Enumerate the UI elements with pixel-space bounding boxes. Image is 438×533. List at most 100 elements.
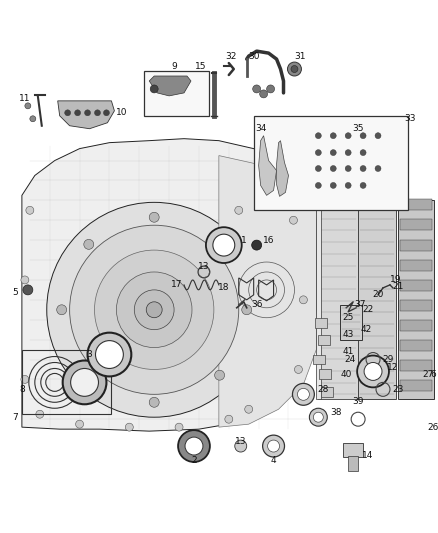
Circle shape	[74, 110, 81, 116]
Text: 17: 17	[171, 280, 183, 289]
Text: 21: 21	[392, 282, 403, 292]
Text: 25: 25	[343, 313, 354, 322]
Circle shape	[315, 166, 321, 172]
Circle shape	[313, 412, 323, 422]
Circle shape	[253, 85, 261, 93]
Text: 27: 27	[422, 370, 434, 379]
Circle shape	[345, 166, 351, 172]
Text: 13: 13	[198, 262, 210, 271]
Text: 2: 2	[191, 456, 197, 465]
Text: 4: 4	[271, 456, 276, 465]
Text: 40: 40	[340, 370, 352, 379]
Bar	[400, 360, 432, 371]
Text: 15: 15	[195, 61, 207, 70]
Text: 1: 1	[241, 236, 247, 245]
Circle shape	[84, 370, 94, 380]
Circle shape	[21, 375, 29, 383]
Circle shape	[315, 133, 321, 139]
Circle shape	[287, 62, 301, 76]
Text: 7: 7	[12, 413, 18, 422]
Circle shape	[260, 90, 268, 98]
Bar	[22, 350, 111, 414]
Bar	[321, 387, 333, 397]
Text: 32: 32	[225, 52, 237, 61]
Bar	[144, 71, 209, 116]
Circle shape	[213, 234, 235, 256]
Circle shape	[300, 296, 307, 304]
Circle shape	[345, 133, 351, 139]
Text: 10: 10	[116, 108, 127, 117]
Circle shape	[375, 166, 381, 172]
Text: 12: 12	[387, 363, 399, 372]
Bar	[343, 443, 363, 457]
Circle shape	[88, 333, 131, 376]
Bar	[319, 369, 331, 379]
Circle shape	[345, 182, 351, 188]
Circle shape	[125, 423, 133, 431]
Text: 26: 26	[427, 423, 438, 432]
Circle shape	[330, 133, 336, 139]
Circle shape	[215, 370, 225, 380]
Text: 16: 16	[263, 236, 274, 245]
Circle shape	[268, 440, 279, 452]
Polygon shape	[58, 101, 114, 129]
Polygon shape	[219, 156, 316, 427]
Circle shape	[252, 240, 261, 250]
Circle shape	[267, 85, 275, 93]
Circle shape	[71, 368, 99, 397]
Bar	[340, 305, 362, 340]
Circle shape	[117, 272, 192, 348]
Text: 20: 20	[372, 290, 384, 300]
Bar	[400, 199, 432, 211]
Circle shape	[290, 216, 297, 224]
Text: 8: 8	[19, 385, 25, 394]
Circle shape	[360, 150, 366, 156]
Circle shape	[95, 250, 214, 369]
Text: 39: 39	[353, 397, 364, 406]
Circle shape	[345, 150, 351, 156]
Polygon shape	[149, 76, 191, 96]
Text: 23: 23	[392, 385, 403, 394]
Bar	[348, 456, 358, 471]
Text: 42: 42	[360, 325, 372, 334]
Circle shape	[235, 206, 243, 214]
Text: 6: 6	[431, 370, 437, 379]
Bar	[400, 280, 432, 291]
Text: 37: 37	[354, 300, 366, 309]
Polygon shape	[259, 136, 276, 196]
Text: 14: 14	[362, 450, 374, 459]
Bar	[400, 220, 432, 230]
Text: 36: 36	[251, 300, 262, 309]
Bar	[400, 300, 432, 311]
Circle shape	[30, 116, 36, 122]
Text: 35: 35	[353, 124, 364, 133]
Circle shape	[134, 290, 174, 330]
Circle shape	[291, 66, 298, 72]
Circle shape	[357, 356, 389, 387]
Polygon shape	[22, 139, 316, 431]
Circle shape	[63, 360, 106, 404]
Circle shape	[293, 383, 314, 405]
Text: 22: 22	[363, 305, 374, 314]
Text: 33: 33	[404, 114, 416, 123]
Text: 34: 34	[255, 124, 266, 133]
Text: 28: 28	[318, 385, 329, 394]
Text: 24: 24	[345, 355, 356, 364]
Bar	[398, 200, 434, 399]
Circle shape	[364, 362, 382, 381]
Bar	[316, 190, 321, 399]
Circle shape	[375, 133, 381, 139]
Circle shape	[36, 410, 44, 418]
Circle shape	[245, 405, 253, 413]
Bar	[318, 190, 358, 399]
Circle shape	[57, 305, 67, 315]
Circle shape	[263, 435, 285, 457]
Circle shape	[242, 305, 252, 315]
Text: 43: 43	[343, 330, 354, 339]
Text: 5: 5	[12, 288, 18, 297]
Bar	[400, 381, 432, 391]
Circle shape	[47, 203, 261, 417]
Text: 13: 13	[235, 437, 247, 446]
Bar	[400, 260, 432, 271]
Circle shape	[235, 440, 247, 452]
